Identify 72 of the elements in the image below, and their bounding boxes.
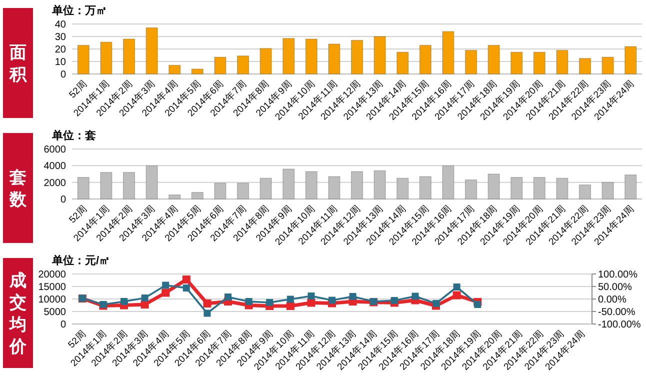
bar bbox=[533, 52, 546, 74]
point bbox=[412, 292, 419, 300]
y2-tick-label: 0.00% bbox=[598, 294, 626, 306]
bar bbox=[510, 52, 523, 74]
bar bbox=[396, 52, 409, 74]
point bbox=[245, 298, 252, 305]
bar bbox=[602, 56, 614, 74]
text: 套数 bbox=[8, 168, 28, 209]
point bbox=[349, 293, 356, 300]
y2-tick-label: -50.00% bbox=[598, 307, 636, 318]
y-tick-label: 0 bbox=[60, 320, 66, 330]
point bbox=[141, 294, 148, 302]
bar bbox=[374, 36, 386, 74]
point bbox=[307, 298, 316, 307]
chart-subtitle: 单位：元/㎡ bbox=[51, 254, 110, 267]
point bbox=[182, 284, 190, 292]
bar bbox=[419, 44, 432, 74]
y-tick-label: 0 bbox=[60, 194, 66, 206]
point bbox=[182, 276, 190, 284]
text: 面积 bbox=[8, 43, 28, 84]
y-tick-label: 0 bbox=[60, 70, 66, 80]
bar bbox=[442, 31, 454, 74]
point bbox=[453, 284, 460, 290]
y-tick-label: 20000 bbox=[38, 270, 66, 280]
bar bbox=[168, 64, 181, 74]
bar bbox=[191, 68, 204, 74]
point bbox=[204, 310, 211, 317]
y-tick-label: 30 bbox=[54, 32, 66, 43]
bar bbox=[579, 58, 591, 74]
y2-tick-label: -100.00% bbox=[598, 320, 641, 330]
bar bbox=[123, 38, 135, 74]
point bbox=[390, 297, 398, 304]
point bbox=[224, 294, 232, 300]
y-tick-label: 5000 bbox=[44, 307, 66, 318]
y-tick-label: 4000 bbox=[44, 161, 66, 172]
point bbox=[308, 292, 315, 300]
bar bbox=[305, 38, 318, 74]
y-tick-label: 15000 bbox=[38, 282, 66, 293]
bar bbox=[624, 46, 637, 74]
y-tick-label: 6000 bbox=[44, 144, 66, 156]
y2-tick-label: 50.00% bbox=[598, 282, 632, 293]
point bbox=[266, 299, 274, 306]
bar bbox=[488, 44, 500, 74]
bar bbox=[328, 44, 340, 74]
y-tick-label: 10000 bbox=[38, 294, 66, 306]
chart-subtitle: 单位：万㎡ bbox=[51, 4, 107, 17]
y-tick-label: 20 bbox=[54, 44, 66, 56]
y-tick-label: 40 bbox=[54, 20, 66, 30]
bar bbox=[214, 56, 226, 74]
point bbox=[328, 296, 336, 304]
point bbox=[162, 288, 170, 297]
bar bbox=[237, 56, 249, 74]
bar bbox=[465, 50, 477, 74]
y-tick-label: 2000 bbox=[44, 178, 66, 189]
bar bbox=[260, 48, 272, 74]
bar bbox=[556, 50, 568, 74]
point bbox=[432, 300, 440, 307]
point bbox=[162, 282, 170, 289]
bar bbox=[146, 27, 158, 74]
point bbox=[286, 296, 294, 303]
bar bbox=[282, 38, 295, 74]
chart-subtitle: 单位：套 bbox=[51, 129, 96, 142]
bar bbox=[77, 44, 90, 74]
point bbox=[452, 291, 461, 300]
point bbox=[474, 301, 482, 308]
text: 成交均价 bbox=[8, 271, 28, 356]
point bbox=[120, 298, 128, 305]
bar bbox=[100, 42, 112, 74]
point bbox=[203, 300, 212, 308]
y2-tick-label: 100.00% bbox=[598, 270, 638, 280]
y-tick-label: 10 bbox=[54, 57, 66, 68]
bar bbox=[351, 40, 363, 74]
